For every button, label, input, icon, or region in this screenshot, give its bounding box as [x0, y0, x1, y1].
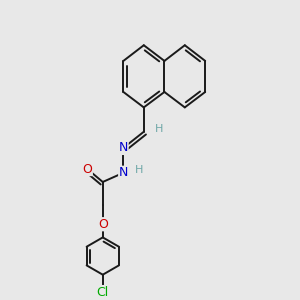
- Text: O: O: [98, 218, 108, 231]
- Text: O: O: [82, 163, 92, 176]
- Text: N: N: [119, 141, 128, 154]
- Text: H: H: [135, 165, 143, 175]
- Text: Cl: Cl: [97, 286, 109, 298]
- Text: H: H: [155, 124, 164, 134]
- Text: N: N: [119, 166, 128, 179]
